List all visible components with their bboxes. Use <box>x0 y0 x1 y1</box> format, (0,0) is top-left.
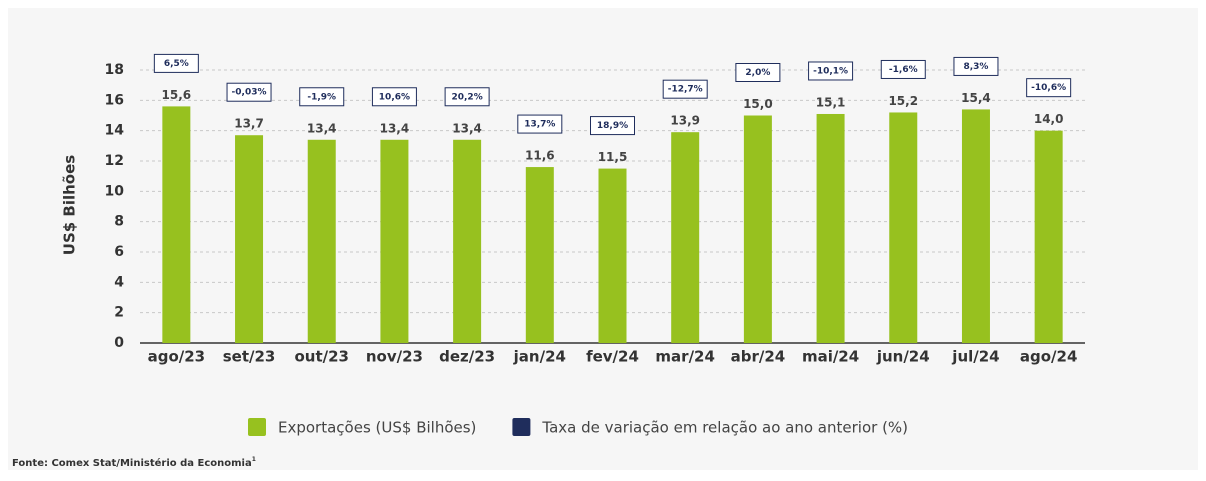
y-tick-label: 6 <box>114 244 124 260</box>
bar <box>1034 130 1063 343</box>
rate-box <box>662 79 708 99</box>
rate-label: -1,9% <box>307 92 336 102</box>
rate-box <box>735 63 781 82</box>
rate-box <box>590 116 635 136</box>
value-label: 11,6 <box>525 149 555 163</box>
x-tick-label: abr/24 <box>731 348 786 366</box>
value-label: 13,7 <box>234 117 264 131</box>
y-tick-label: 0 <box>114 335 124 351</box>
rate-box <box>153 53 199 73</box>
y-tick-label: 4 <box>114 274 124 290</box>
rate-box <box>1026 78 1072 98</box>
legend-swatch <box>248 418 266 436</box>
value-label: 13,4 <box>307 121 337 135</box>
value-label: 15,0 <box>743 97 773 111</box>
value-label: 15,4 <box>961 91 991 105</box>
legend-label: Taxa de variação em relação ao ano anter… <box>541 419 908 437</box>
bar <box>598 168 627 343</box>
y-tick-label: 8 <box>114 214 124 230</box>
y-tick-label: 10 <box>105 183 125 199</box>
value-label: 14,0 <box>1034 112 1064 126</box>
rate-label: 10,6% <box>379 92 410 102</box>
rate-label: 18,9% <box>597 121 628 131</box>
bar <box>380 139 409 343</box>
x-tick-label: mar/24 <box>655 348 715 366</box>
rate-box <box>226 82 272 102</box>
rate-label: -0,03% <box>232 88 267 98</box>
y-tick-label: 18 <box>105 62 124 78</box>
rate-box <box>880 59 926 79</box>
source-text: Fonte: Comex Stat/Ministério da Economia <box>12 457 252 469</box>
x-tick-label: set/23 <box>223 348 276 366</box>
x-tick-label: fev/24 <box>586 348 639 366</box>
rate-label: 8,3% <box>963 62 988 72</box>
rate-box <box>517 114 563 134</box>
legend-label: Exportações (US$ Bilhões) <box>278 419 476 437</box>
rate-box <box>808 61 854 81</box>
x-tick-label: jan/24 <box>513 348 566 366</box>
rate-label: 2,0% <box>745 68 770 78</box>
x-tick-label: out/23 <box>294 348 349 366</box>
x-tick-label: jul/24 <box>951 348 999 366</box>
bar <box>961 109 990 343</box>
bar <box>743 115 772 343</box>
bar <box>235 135 264 343</box>
x-tick-label: jun/24 <box>876 348 930 366</box>
value-label: 15,2 <box>888 94 918 108</box>
rate-label: 20,2% <box>451 92 482 102</box>
bar <box>162 106 191 344</box>
value-label: 11,5 <box>598 150 628 164</box>
bar <box>453 139 482 343</box>
value-label: 15,1 <box>816 95 846 109</box>
rate-box <box>299 87 345 107</box>
rate-box <box>371 87 417 107</box>
y-tick-label: 16 <box>105 92 124 108</box>
rate-label: 13,7% <box>524 120 555 130</box>
y-tick-label: 2 <box>114 305 124 321</box>
rate-box <box>444 87 490 107</box>
y-tick-label: 14 <box>105 123 125 139</box>
rate-label: -10,6% <box>1031 83 1066 93</box>
rate-label: -1,6% <box>889 65 918 75</box>
rate-label: -12,7% <box>668 85 703 95</box>
rate-label: -10,1% <box>813 66 848 76</box>
rate-label: 6,5% <box>164 59 189 69</box>
legend-swatch <box>512 418 531 436</box>
rate-box <box>953 56 999 76</box>
x-tick-label: ago/24 <box>1020 348 1078 366</box>
value-label: 13,9 <box>670 114 700 128</box>
y-tick-label: 12 <box>105 153 124 169</box>
bar <box>671 132 700 343</box>
y-axis-label: US$ Bilhões <box>61 155 79 256</box>
x-tick-label: mai/24 <box>802 348 859 366</box>
bar <box>525 167 554 343</box>
value-label: 13,4 <box>452 121 482 135</box>
source-note: 1 <box>252 456 256 463</box>
bar <box>307 139 336 343</box>
bar <box>889 112 918 343</box>
x-tick-label: dez/23 <box>439 348 495 366</box>
source: Fonte: Comex Stat/Ministério da Economia… <box>12 456 256 470</box>
bar <box>816 113 845 343</box>
value-label: 15,6 <box>162 88 192 102</box>
x-tick-label: ago/23 <box>148 348 206 366</box>
x-tick-label: nov/23 <box>366 348 423 366</box>
value-label: 13,4 <box>380 121 410 135</box>
